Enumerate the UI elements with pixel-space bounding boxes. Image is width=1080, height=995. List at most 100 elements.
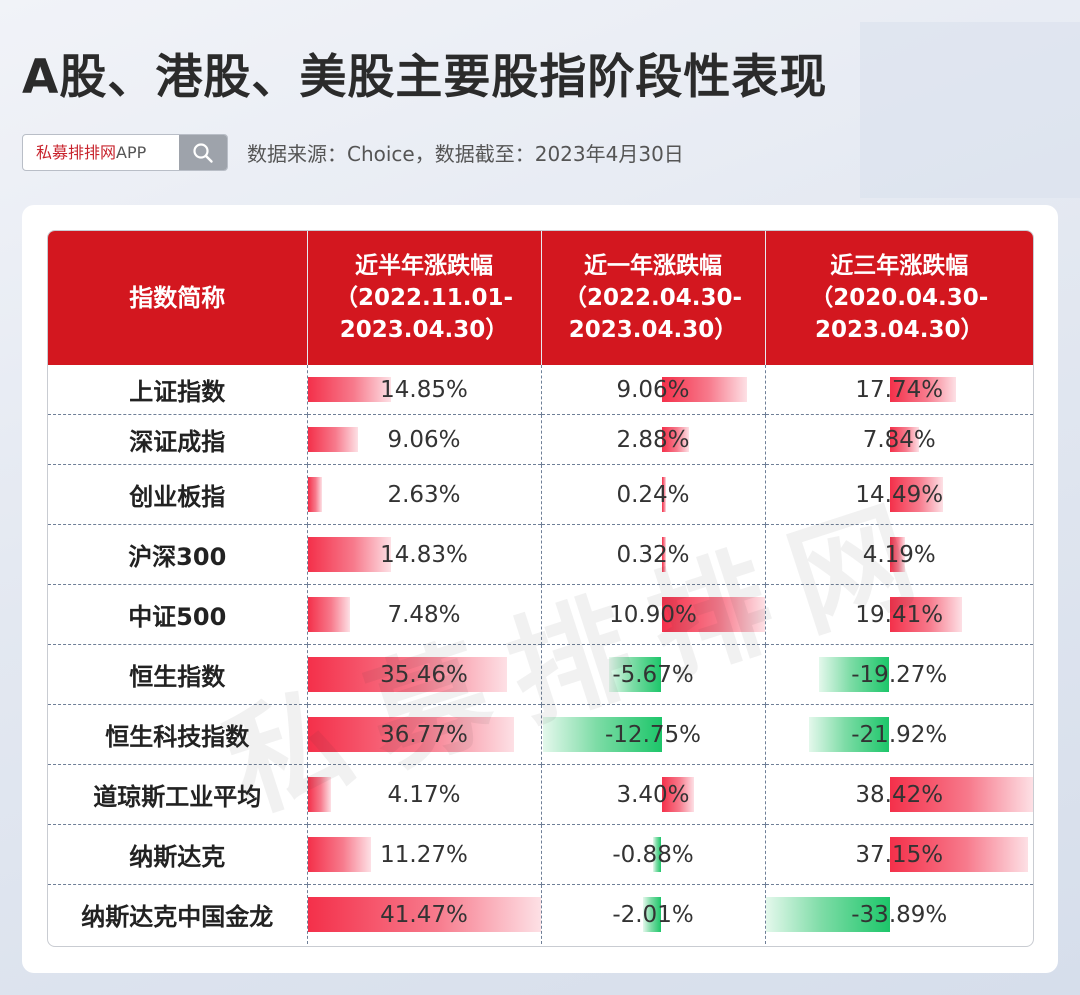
table-row: 恒生科技指数 36.77% -12.75% -21.92% xyxy=(48,704,1034,765)
value-label: 9.06% xyxy=(387,426,461,453)
value-cell: 41.47% xyxy=(306,884,541,944)
column-header-line: （2020.04.30- xyxy=(810,285,989,311)
value-cell: 14.85% xyxy=(306,365,541,415)
table-row: 沪深300 14.83% 0.32% 4.19% xyxy=(48,524,1033,585)
value-cell-inner: -5.67% xyxy=(542,645,765,704)
column-header-three-year: 近三年涨跌幅 （2020.04.30- 2023.04.30） xyxy=(764,231,1033,365)
value-cell: -5.67% xyxy=(540,644,765,705)
value-cell: 4.17% xyxy=(306,764,541,825)
search-button[interactable] xyxy=(179,135,227,170)
value-cell: 14.49% xyxy=(764,464,1033,525)
search-text: 私募排排网APP xyxy=(23,135,179,170)
column-header-line: （2022.11.01- xyxy=(334,285,514,311)
negative-bar xyxy=(608,657,662,692)
value-cell-inner: 35.46% xyxy=(307,645,541,704)
positive-bar xyxy=(307,897,541,932)
negative-bar xyxy=(765,897,890,932)
search-app-text: APP xyxy=(116,143,147,162)
positive-bar xyxy=(661,777,694,812)
column-header-one-year: 近一年涨跌幅 （2022.04.30- 2023.04.30） xyxy=(540,231,765,365)
value-cell-inner: -12.75% xyxy=(542,705,765,764)
column-header-line: 近一年涨跌幅 xyxy=(584,253,722,279)
search-bar[interactable]: 私募排排网APP xyxy=(22,134,228,171)
positive-bar xyxy=(889,537,906,572)
positive-bar xyxy=(661,597,765,632)
table-row: 上证指数 14.85% 9.06% 17.74% xyxy=(48,365,1033,415)
value-cell: 17.74% xyxy=(764,365,1033,415)
value-label: 14.83% xyxy=(380,541,468,568)
value-cell: 38.42% xyxy=(764,764,1033,825)
value-cell-inner: 4.17% xyxy=(307,765,541,824)
value-cell-inner: 2.88% xyxy=(542,415,765,464)
positive-bar xyxy=(307,837,371,872)
index-name: 创业板指 xyxy=(129,483,226,511)
column-header-line: 2023.04.30） xyxy=(568,317,738,343)
value-label: -0.88% xyxy=(612,841,694,868)
row-label-cell: 道琼斯工业平均 xyxy=(48,764,307,825)
positive-bar xyxy=(889,377,956,402)
column-header-line: 近半年涨跌幅 xyxy=(355,253,493,279)
value-cell-inner: -33.89% xyxy=(765,885,1034,944)
value-label: 3.40% xyxy=(616,781,690,808)
value-cell: -2.01% xyxy=(540,884,765,944)
value-cell-inner: 41.47% xyxy=(307,885,541,944)
value-cell-inner: 3.40% xyxy=(542,765,765,824)
negative-bar xyxy=(642,897,662,932)
table-row: 纳斯达克中国金龙 41.47% -2.01% -33.89% xyxy=(48,884,1034,944)
value-label: 0.24% xyxy=(616,481,690,508)
value-cell: 11.27% xyxy=(306,824,541,885)
row-label-cell: 创业板指 xyxy=(48,464,307,525)
positive-bar xyxy=(661,477,666,512)
positive-bar xyxy=(889,777,1033,812)
negative-bar xyxy=(653,837,662,872)
value-cell-inner: 9.06% xyxy=(307,415,541,464)
index-name: 中证500 xyxy=(128,603,227,631)
positive-bar xyxy=(889,837,1028,872)
value-label: -2.01% xyxy=(612,901,694,928)
value-label: -33.89% xyxy=(851,901,948,928)
value-label: 37.15% xyxy=(855,841,944,868)
positive-bar xyxy=(307,657,507,692)
value-cell-inner: -2.01% xyxy=(542,885,765,944)
row-label-cell: 纳斯达克 xyxy=(48,824,307,885)
value-label: 0.32% xyxy=(616,541,690,568)
performance-table-container: 指数简称 近半年涨跌幅 （2022.11.01- 2023.04.30） 近一年… xyxy=(47,230,1034,947)
index-name: 恒生科技指数 xyxy=(105,723,250,751)
value-label: 38.42% xyxy=(855,781,944,808)
column-header-line: 2023.04.30） xyxy=(814,317,984,343)
value-label: 7.84% xyxy=(862,426,936,453)
value-label: 11.27% xyxy=(380,841,468,868)
value-label: 14.49% xyxy=(855,481,944,508)
value-label: 4.17% xyxy=(387,781,461,808)
value-label: -5.67% xyxy=(612,661,694,688)
positive-bar xyxy=(307,477,323,512)
search-icon xyxy=(193,142,213,163)
value-cell-inner: 0.24% xyxy=(542,465,765,524)
table-row: 中证500 7.48% 10.90% 19.41% xyxy=(48,584,1033,645)
value-label: 35.46% xyxy=(380,661,468,688)
table-row: 道琼斯工业平均 4.17% 3.40% 38.42% xyxy=(48,764,1033,825)
value-label: 14.85% xyxy=(380,376,468,403)
positive-bar xyxy=(661,377,748,402)
value-label: 4.19% xyxy=(862,541,936,568)
value-cell: 7.48% xyxy=(306,584,541,645)
value-cell-inner: -21.92% xyxy=(766,705,1034,764)
table-body: 上证指数 14.85% 9.06% 17.74% 深证成指 9.06% 2.88% 7.84%… xyxy=(48,365,1033,944)
negative-bar xyxy=(809,717,890,752)
row-label-cell: 恒生科技指数 xyxy=(48,704,307,765)
row-label-cell: 沪深300 xyxy=(48,524,307,585)
value-cell: 35.46% xyxy=(306,644,541,705)
value-cell: -19.27% xyxy=(764,644,1034,705)
index-name: 纳斯达克 xyxy=(129,843,226,871)
value-cell: -12.75% xyxy=(540,704,765,765)
value-label: -12.75% xyxy=(605,721,701,748)
value-cell-inner: -19.27% xyxy=(766,645,1034,704)
value-cell: 0.24% xyxy=(540,464,765,525)
value-cell: 19.41% xyxy=(764,584,1033,645)
positive-bar xyxy=(307,427,359,452)
value-cell-inner: 36.77% xyxy=(307,705,541,764)
value-cell: 14.83% xyxy=(306,524,541,585)
value-label: 19.41% xyxy=(855,601,944,628)
value-cell-inner: 10.90% xyxy=(542,585,765,644)
positive-bar xyxy=(661,537,666,572)
